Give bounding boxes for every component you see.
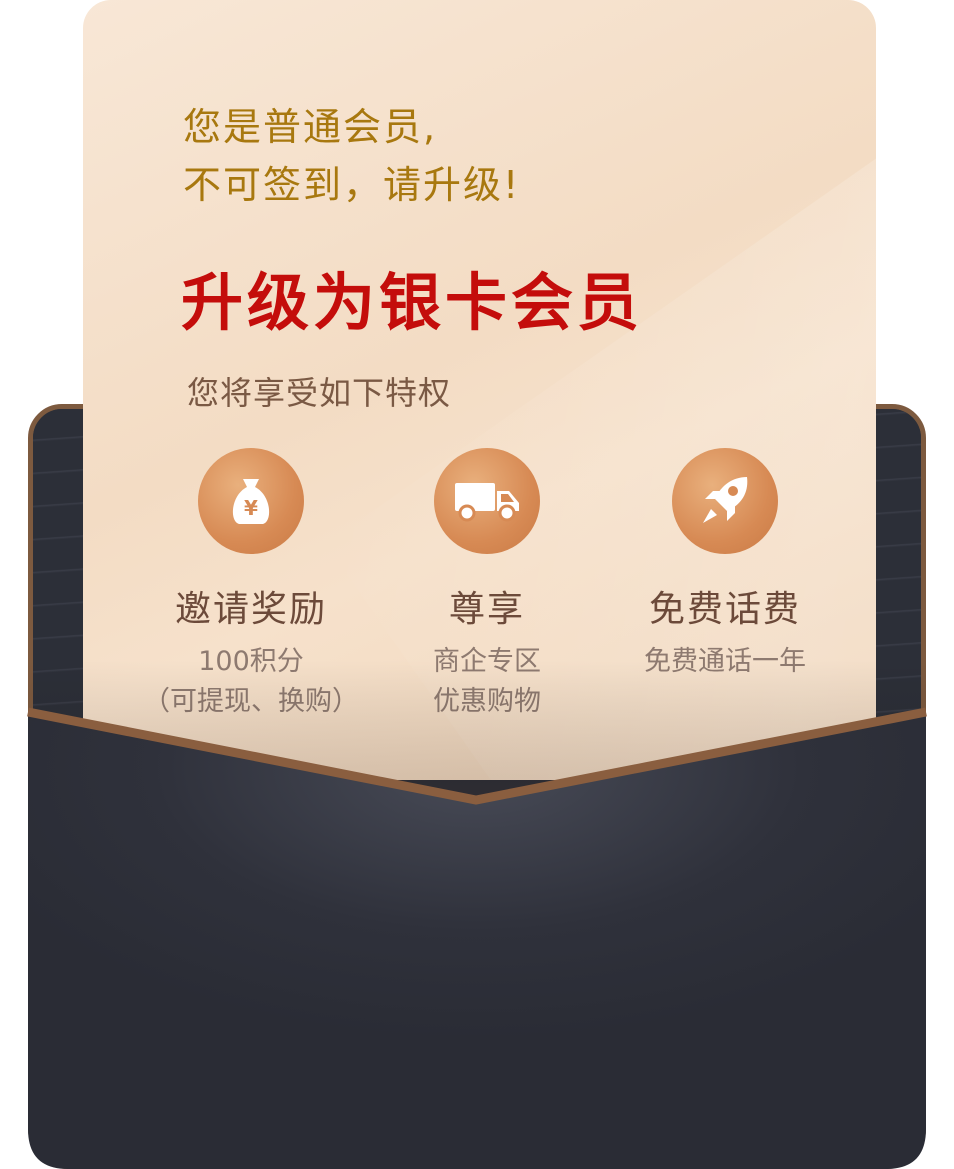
svg-text:¥: ¥ bbox=[244, 496, 258, 520]
benefit-description: 免费通话一年 bbox=[644, 646, 806, 677]
notice-line-2: 不可签到，请升级! bbox=[183, 163, 521, 207]
upgrade-title[interactable]: 升级为银卡会员 bbox=[181, 266, 644, 339]
benefit-title: 免费话费 bbox=[648, 589, 801, 630]
benefit-title: 尊享 bbox=[448, 589, 525, 630]
member-upgrade-card: 您是普通会员, 不可签到，请升级! 升级为银卡会员 您将享受如下特权 ¥ 邀请奖… bbox=[83, 0, 876, 780]
benefit-description: 商企专区 优惠购物 bbox=[433, 646, 541, 717]
delivery-truck-icon bbox=[434, 448, 540, 554]
benefits-intro: 您将享受如下特权 bbox=[187, 374, 452, 412]
benefit-free-calls: 免费话费 免费通话一年 bbox=[605, 448, 845, 682]
money-bag-icon: ¥ bbox=[198, 448, 304, 554]
notice-line-1: 您是普通会员, bbox=[183, 105, 438, 149]
member-status-notice: 您是普通会员, 不可签到，请升级! bbox=[183, 98, 520, 214]
rocket-icon bbox=[672, 448, 778, 554]
benefit-invite-reward: ¥ 邀请奖励 100积分 （可提现、换购） bbox=[131, 448, 371, 722]
benefit-description: 100积分 （可提现、换购） bbox=[143, 646, 359, 717]
benefit-title: 邀请奖励 bbox=[174, 589, 327, 630]
benefit-exclusive: 尊享 商企专区 优惠购物 bbox=[367, 448, 607, 722]
